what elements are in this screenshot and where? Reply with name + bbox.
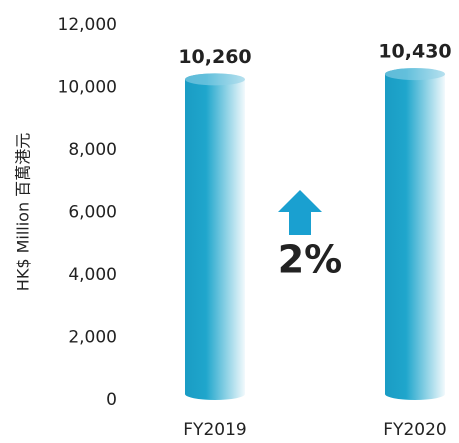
y-axis-label: HK$ Million 百萬港元 [14,133,33,291]
x-tick-label: FY2019 [183,420,246,440]
bar [185,73,246,400]
y-tick-label: 6,000 [68,203,117,223]
y-tick-label: 12,000 [58,15,117,35]
annotation: 2% [278,238,343,282]
up-arrow [278,190,322,235]
bar [385,68,445,400]
y-tick-label: 2,000 [68,328,117,348]
y-tick-label: 8,000 [68,140,117,160]
y-tick-label: 4,000 [68,265,117,285]
bar-cap [185,73,245,86]
y-tick-label: 0 [106,390,117,410]
value-label: 10,430 [378,41,451,63]
value-label: 10,260 [178,46,251,68]
x-tick-label: FY2020 [383,420,446,440]
bar-cap [385,68,445,81]
y-tick-label: 10,000 [58,78,117,98]
